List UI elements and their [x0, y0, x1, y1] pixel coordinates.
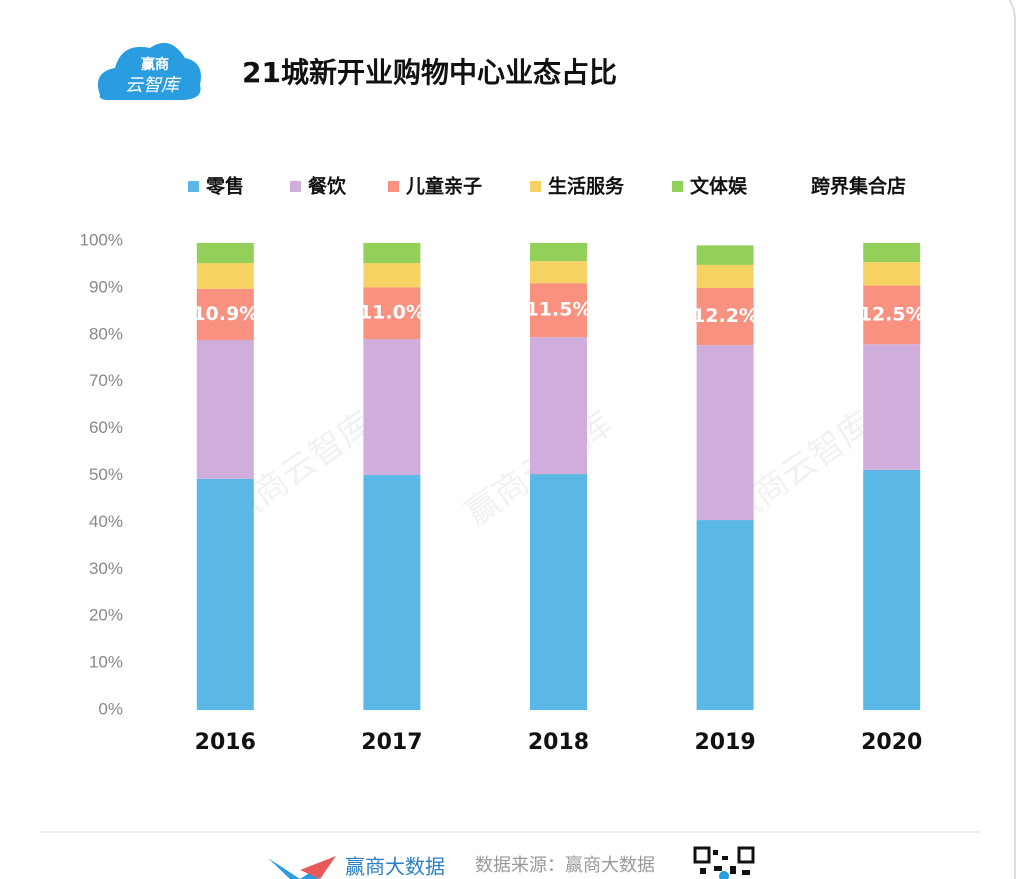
chart-title: 21城新开业购物中心业态占比 [242, 56, 617, 89]
bar-segment [696, 241, 754, 246]
bar-segment [363, 241, 421, 243]
bar-segment [196, 478, 254, 710]
legend-label: 生活服务 [548, 175, 625, 198]
logo-text: 赢商 [141, 56, 169, 73]
legend-swatch [530, 181, 541, 192]
data-label: 12.5% [859, 303, 925, 325]
bar-segment [863, 242, 921, 263]
y-tick-label: 70% [89, 371, 123, 390]
bar-segment [363, 339, 421, 476]
bar-segment [696, 345, 754, 521]
bar-segment [696, 245, 754, 265]
y-tick-label: 30% [89, 559, 123, 578]
y-tick-label: 0% [98, 699, 123, 718]
qr-code [693, 846, 755, 879]
data-label: 12.2% [692, 305, 758, 327]
footer-source: 数据来源：赢商大数据 [475, 854, 655, 876]
bar-segment [196, 339, 254, 479]
bar-segment [863, 241, 921, 243]
data-label: 10.9% [192, 303, 258, 325]
y-tick-label: 60% [89, 418, 123, 437]
bar-segment [363, 475, 421, 710]
legend-label: 餐饮 [308, 175, 347, 198]
y-tick-label: 80% [89, 324, 123, 343]
data-label: 11.5% [526, 299, 592, 321]
y-tick-label: 90% [89, 277, 123, 296]
bar-segment [363, 287, 421, 340]
data-label: 11.0% [359, 302, 425, 324]
bar-segment [196, 242, 254, 264]
y-tick-label: 40% [89, 512, 123, 531]
bar-segment [863, 344, 921, 470]
y-tick-label: 20% [89, 606, 123, 625]
legend-label: 跨界集合店 [811, 175, 906, 198]
bar-segment [530, 337, 587, 475]
bar-segment [863, 285, 921, 345]
x-tick-label: 2017 [361, 730, 422, 755]
bar-segment [530, 283, 587, 338]
legend-label: 儿童亲子 [405, 175, 482, 198]
logo-text: 云智库 [125, 75, 182, 96]
y-tick-label: 10% [89, 653, 123, 672]
footer-brand: 赢商大数据 [345, 855, 445, 879]
bar-segment [530, 261, 587, 284]
bar-segment [696, 264, 754, 288]
bar-segment [196, 241, 254, 243]
bar-segment [696, 520, 754, 710]
logo: 赢商 云智库 [97, 42, 201, 100]
legend-label: 零售 [205, 175, 244, 198]
legend-swatch [188, 181, 199, 192]
y-tick-label: 50% [89, 465, 123, 484]
x-tick-label: 2020 [861, 730, 922, 755]
bar-segment [196, 263, 254, 289]
bar-segment [863, 469, 921, 710]
bar-segment [530, 241, 587, 243]
legend-swatch [388, 181, 399, 192]
x-tick-label: 2016 [195, 730, 256, 755]
legend-label: 文体娱 [690, 175, 748, 198]
bar-segment [863, 262, 921, 286]
legend-swatch [793, 181, 804, 192]
bar-segment [530, 474, 587, 710]
bar-segment [363, 263, 421, 288]
bar-segment [696, 287, 754, 346]
x-tick-label: 2019 [694, 730, 755, 755]
bar-segment [530, 242, 587, 262]
legend-swatch [290, 181, 301, 192]
y-tick-label: 100% [80, 230, 123, 249]
bar-segment [363, 242, 421, 264]
legend-swatch [672, 181, 683, 192]
x-tick-label: 2018 [528, 730, 589, 755]
footer-logo [300, 856, 336, 879]
bar-segment [196, 288, 254, 340]
